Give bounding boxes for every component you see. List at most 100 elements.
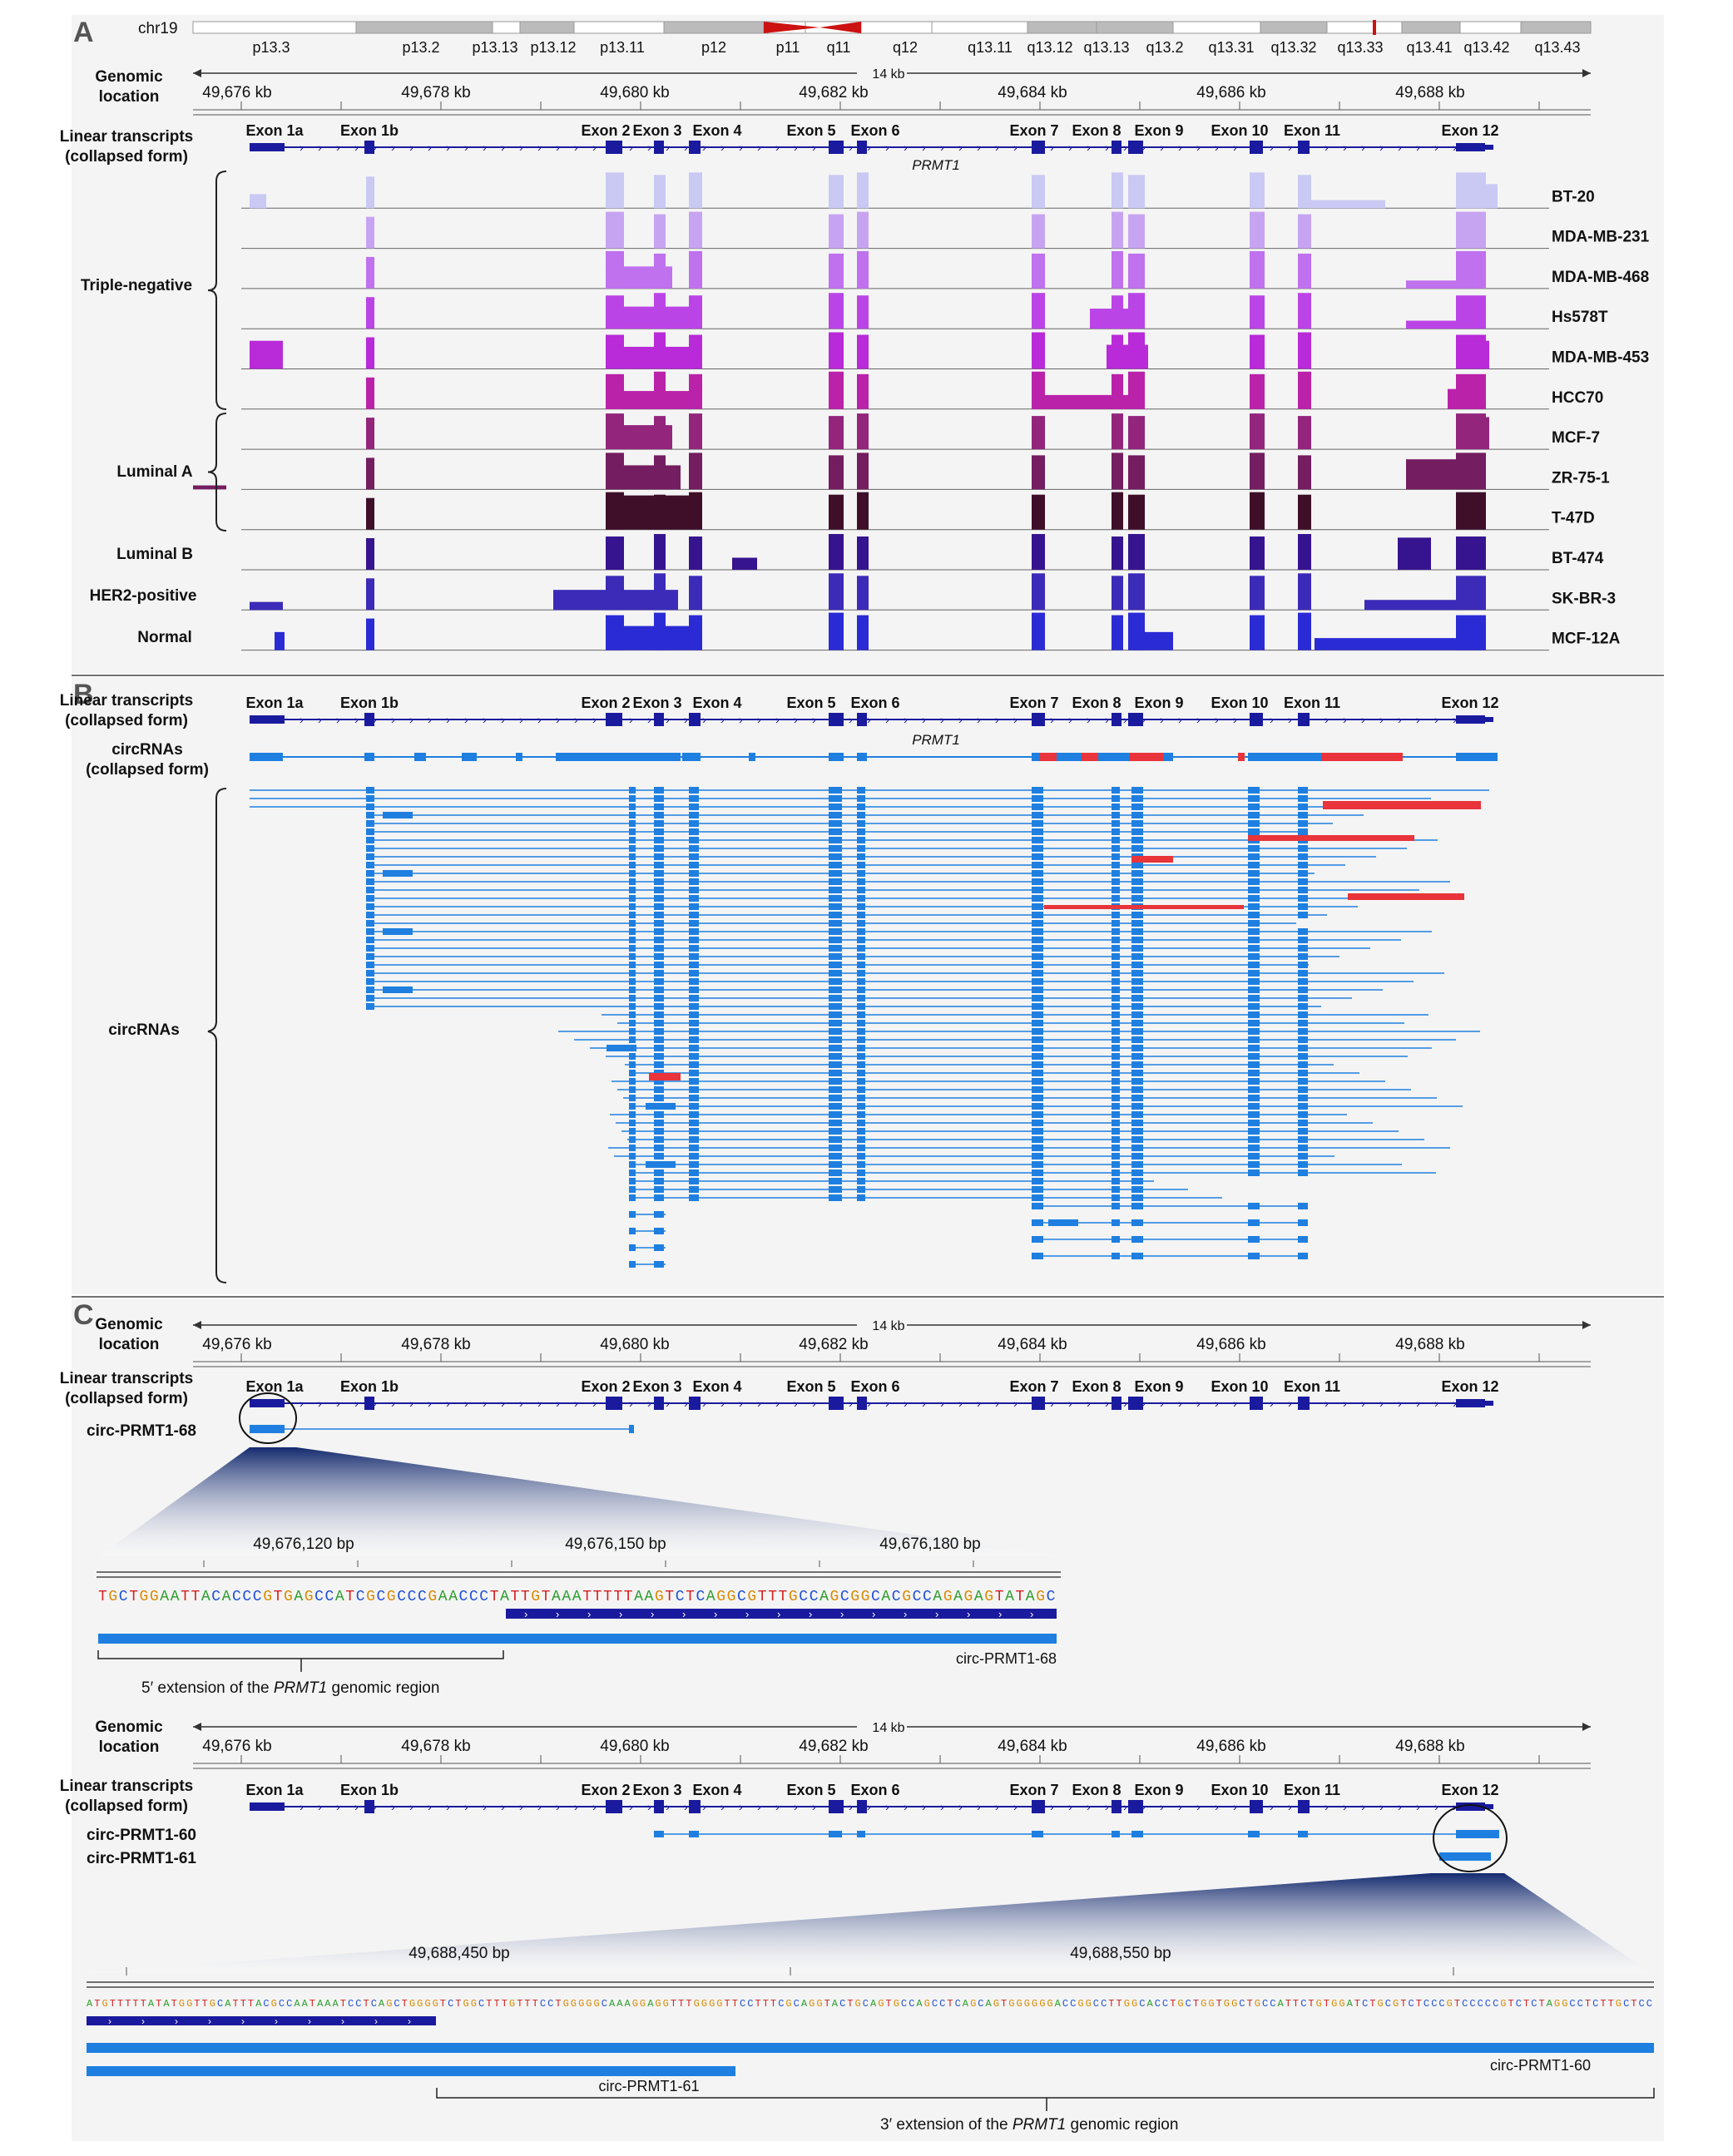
strand-arrow: › (977, 141, 981, 154)
coverage-peak (1032, 494, 1045, 530)
strand-arrow: › (308, 2015, 311, 2027)
group-label: Luminal B (116, 546, 193, 563)
circrna-exon (1131, 1194, 1143, 1201)
circrna-exon (654, 1036, 664, 1043)
circrna-exon (1248, 1120, 1260, 1126)
strand-arrow: › (867, 1397, 871, 1410)
linear-transcripts-label: Linear transcripts (60, 128, 194, 146)
nucleotide: G (1036, 1589, 1045, 1605)
coverage-peak (366, 337, 374, 369)
circrna-exon (1112, 1178, 1120, 1184)
circrna-exon (654, 795, 664, 802)
exon-label: Exon 1b (340, 122, 399, 139)
strand-arrow: › (666, 141, 670, 154)
circrna-exon (1112, 1186, 1120, 1193)
circrna-exon (1131, 837, 1143, 843)
coverage-peak (857, 211, 869, 249)
exon-block (1112, 1397, 1121, 1410)
strand-arrow: › (849, 1800, 853, 1813)
circrna-exon (1131, 978, 1143, 985)
genomic-location-label: Genomic (95, 1316, 163, 1333)
circrna-exon (629, 1186, 636, 1193)
coverage-block (1364, 600, 1464, 611)
linear-transcripts-label: (collapsed form) (65, 1797, 188, 1815)
nucleotide: T (665, 1589, 674, 1605)
coverage-block (606, 346, 689, 369)
nucleotide: G (727, 1589, 736, 1605)
nucleotide: C (909, 1998, 914, 2010)
nucleotide: G (830, 1589, 839, 1605)
coverage-peak (829, 416, 844, 450)
circrna-exon (1032, 903, 1043, 910)
band-label: q13.33 (1337, 39, 1383, 56)
nucleotide: T (624, 1589, 633, 1605)
circrna-exon (1248, 928, 1260, 935)
circrna-exon (1032, 1831, 1043, 1837)
nucleotide: T (1600, 1998, 1606, 2010)
circrna-exon (1248, 1003, 1260, 1010)
circrna-exon (1112, 1061, 1120, 1068)
circrna-exon (1131, 1070, 1143, 1076)
circrna-exon (1131, 945, 1143, 952)
circrna-exon (1131, 1145, 1143, 1151)
nucleotide: G (809, 1998, 815, 2010)
circrna-exon (829, 887, 842, 893)
coverage-peak (1128, 253, 1145, 289)
circrna-exon (1112, 870, 1120, 877)
strand-arrow: › (501, 1397, 505, 1410)
exon-label: Exon 4 (692, 695, 741, 711)
circrna-exon (857, 1078, 865, 1085)
strand-arrow: › (1215, 1800, 1219, 1813)
strand-arrow: › (1416, 713, 1420, 726)
circrna-exon (689, 845, 699, 852)
strand-arrow: › (1361, 713, 1365, 726)
strand-arrow: › (940, 1800, 944, 1813)
nucleotide: G (387, 1589, 396, 1605)
circrna-exon (1032, 920, 1043, 927)
circrna-exon (607, 1045, 636, 1051)
nucleotide: G (1024, 1998, 1030, 2010)
circrna-exon (857, 962, 865, 968)
coverage-peak (689, 492, 702, 530)
circrna-exon (689, 1086, 699, 1093)
circrna-exon (1248, 953, 1260, 960)
strand-arrow: › (592, 1800, 597, 1813)
circrna-exon (629, 1128, 636, 1135)
circrna-exon (366, 945, 374, 952)
coverage-peak (1250, 413, 1265, 450)
strand-arrow: › (720, 141, 725, 154)
circrna-exon (1248, 812, 1260, 818)
exon-block (1128, 1800, 1143, 1813)
strand-arrow: › (745, 1608, 749, 1620)
circrna-exon (654, 804, 664, 810)
nucleotide: T (117, 1998, 123, 2010)
nucleotide: C (478, 1998, 484, 2010)
linear-transcript-track: Linear transcripts(collapsed form)Exon 1… (60, 692, 1499, 729)
circrna-exon (1248, 887, 1260, 893)
exon-label: Exon 1a (245, 1378, 304, 1395)
circrna-exon (1032, 1078, 1043, 1085)
circrna-exon (654, 1211, 664, 1218)
strand-arrow: › (739, 141, 743, 154)
nucleotide: C (1101, 1998, 1107, 2010)
circrna-exon (654, 1020, 664, 1026)
circrna-exon (654, 812, 664, 818)
circrna-exon (857, 1036, 865, 1043)
strand-arrow: › (840, 1608, 844, 1620)
circrna-exon (829, 853, 842, 860)
nucleotide: T (1354, 1998, 1360, 2010)
strand-arrow: › (1434, 141, 1438, 154)
band-label: p12 (701, 39, 726, 56)
circrna-exon (654, 945, 664, 952)
ruler-tick-label: 49,686 kb (1196, 1336, 1265, 1353)
circrna-exon (689, 1120, 699, 1126)
nucleotide: C (1516, 1998, 1522, 2010)
ruler-tick-label: 49,688 kb (1395, 1336, 1464, 1353)
circrna-exon (1032, 1003, 1043, 1010)
strand-arrow: › (1178, 141, 1182, 154)
coverage-peak (1032, 612, 1045, 650)
nucleotide: T (202, 1998, 208, 2010)
circrna-block (462, 753, 477, 761)
nucleotide: T (402, 1998, 408, 2010)
exon-block (689, 1800, 701, 1813)
